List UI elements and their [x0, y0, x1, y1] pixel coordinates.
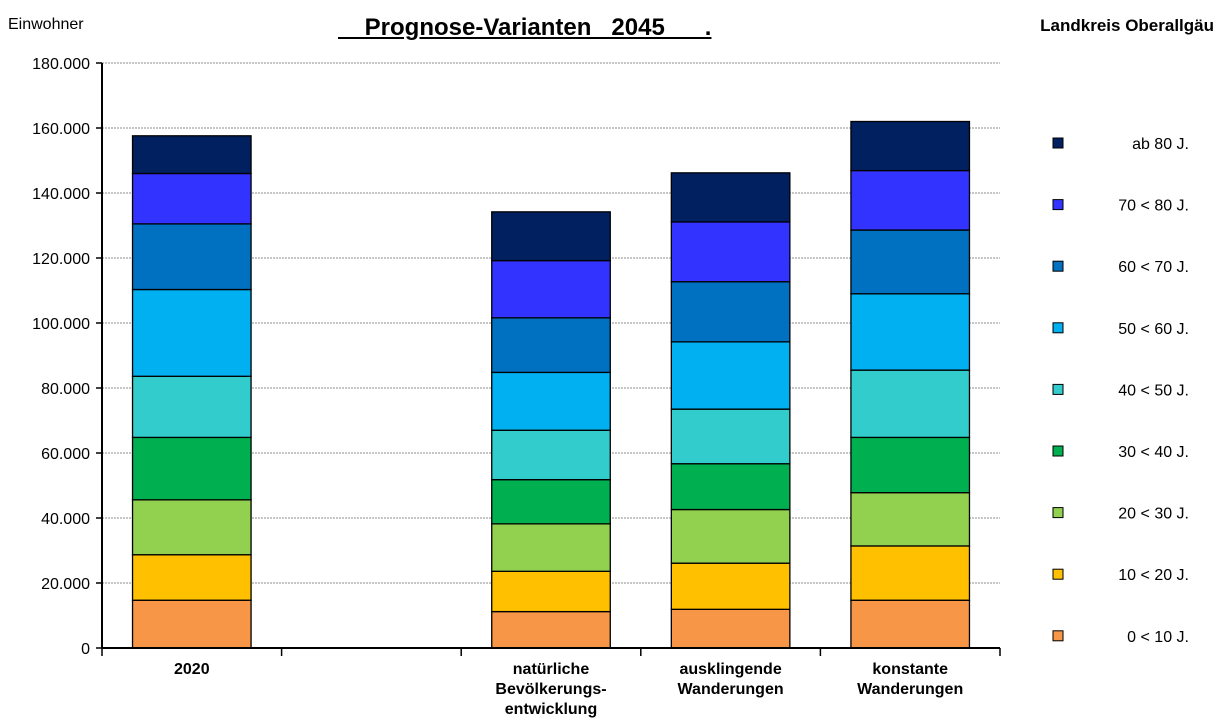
bar-segment: [850, 169, 971, 231]
y-tick-label: 0: [81, 641, 90, 658]
bar-segment: [131, 288, 252, 377]
bar-segment: [850, 599, 971, 649]
x-tick-label: konstante: [872, 661, 948, 678]
y-tick-label: 120.000: [32, 251, 90, 268]
y-tick-label: 180.000: [32, 56, 90, 73]
legend-swatch: [1052, 260, 1064, 272]
bar-segment: [670, 341, 791, 410]
bar-segment: [670, 608, 791, 649]
y-tick-label: 160.000: [32, 121, 90, 138]
bar-segment: [850, 293, 971, 371]
x-tick-label: Wanderungen: [678, 681, 784, 698]
legend-label: 20 < 30 J.: [1118, 506, 1189, 523]
y-tick-label: 100.000: [32, 316, 90, 333]
legend-swatch: [1052, 568, 1064, 580]
bar-segment: [850, 369, 971, 439]
y-axis-label: Einwohner: [8, 16, 84, 33]
bar-segment: [131, 436, 252, 501]
bar-segment: [491, 610, 611, 649]
legend-label: 50 < 60 J.: [1118, 321, 1189, 338]
legend-swatch: [1052, 322, 1064, 334]
legend-label: 10 < 20 J.: [1118, 567, 1189, 584]
bar-segment: [670, 562, 791, 610]
bar-segment: [491, 211, 611, 262]
bar-segment: [491, 523, 611, 572]
x-tick-label: Bevölkerungs-: [495, 681, 606, 698]
bar-segment: [491, 429, 611, 481]
bar-segment: [670, 508, 791, 564]
y-tick-label: 40.000: [41, 511, 90, 528]
bar-segment: [850, 229, 971, 295]
y-tick-label: 80.000: [41, 381, 90, 398]
chart-title: Prognose-Varianten 2045 .: [338, 14, 712, 41]
legend-label: 30 < 40 J.: [1118, 444, 1189, 461]
legend-swatch: [1052, 630, 1064, 642]
x-tick-label: 2020: [174, 661, 210, 678]
legend-swatch: [1052, 383, 1064, 395]
legend-label: ab 80 J.: [1132, 136, 1189, 153]
region-label: Landkreis Oberallgäu: [1040, 16, 1214, 35]
bar-segment: [670, 221, 791, 283]
y-tick-label: 20.000: [41, 576, 90, 593]
legend-label: 0 < 10 J.: [1127, 629, 1189, 646]
bar-segment: [491, 478, 611, 525]
bar-segment: [491, 570, 611, 613]
bar-segment: [491, 317, 611, 374]
x-tick-label: Wanderungen: [857, 681, 963, 698]
y-tick-label: 60.000: [41, 446, 90, 463]
legend-label: 40 < 50 J.: [1118, 382, 1189, 399]
bar-segment: [491, 259, 611, 319]
legend-swatch: [1052, 199, 1064, 211]
legend-label: 70 < 80 J.: [1118, 198, 1189, 215]
bar-segment: [850, 120, 971, 172]
bar-segment: [131, 223, 252, 291]
bar-segment: [131, 554, 252, 601]
bar-segment: [670, 408, 791, 465]
bar-segment: [850, 545, 971, 601]
legend: ab 80 J. 70 < 80 J. 60 < 70 J. 50 < 60 J. 40…: [1052, 136, 1189, 646]
legend-label: 60 < 70 J.: [1118, 259, 1189, 276]
legend-swatch: [1052, 507, 1064, 519]
bar-segment: [131, 499, 252, 556]
bar-segment: [670, 463, 791, 511]
x-tick-label: ausklingende: [679, 661, 781, 678]
legend-swatch: [1052, 137, 1064, 149]
bar-segment: [850, 436, 971, 494]
bar-segment: [131, 375, 252, 439]
bars: [131, 120, 971, 649]
bar-segment: [131, 135, 252, 175]
bar-segment: [670, 172, 791, 223]
x-tick-label: entwicklung: [505, 701, 597, 718]
bar-segment: [131, 172, 252, 225]
bar-segment: [131, 599, 252, 649]
y-tick-label: 140.000: [32, 186, 90, 203]
x-tick-label: natürliche: [513, 661, 590, 678]
bar-segment: [670, 281, 791, 343]
bar-segment: [850, 491, 971, 547]
axes: 0 20.000 40.000 60.000 80.000 100.000 120.000 1…: [32, 56, 1001, 718]
legend-swatch: [1052, 445, 1064, 457]
bar-segment: [491, 371, 611, 431]
